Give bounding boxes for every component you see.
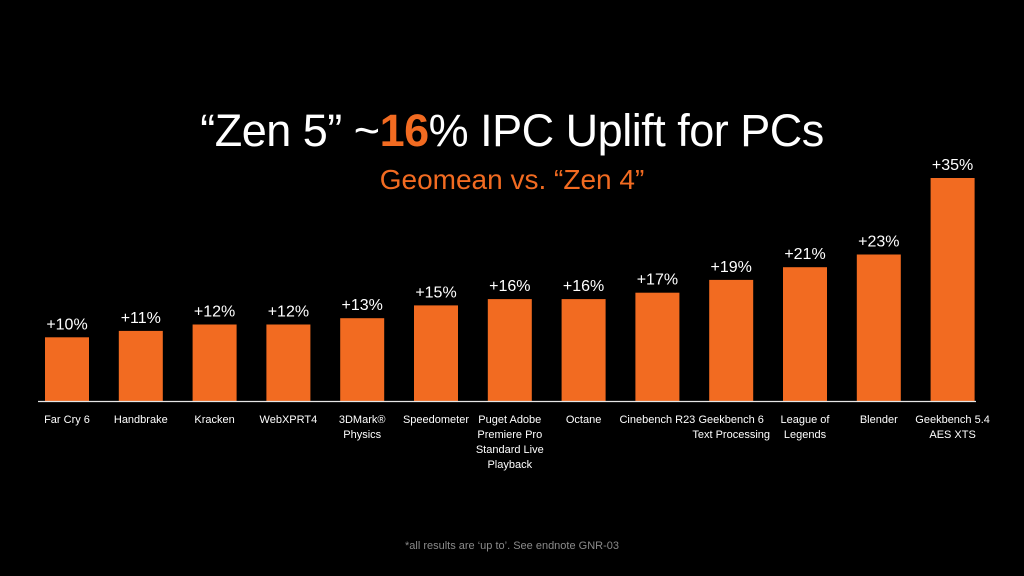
data-label: +13% [342,297,383,314]
bar [930,178,975,401]
data-label: +15% [415,284,456,301]
bar [856,254,901,401]
bar [414,305,458,401]
bar [45,337,89,401]
data-label: +11% [121,310,161,327]
bar [487,299,532,401]
x-tick-label: Handbrake [114,414,168,426]
data-label: +23% [858,234,899,251]
footnote: *all results are ‘up to’. See endnote GN… [404,540,619,552]
x-tick-label: Blender [860,414,898,426]
bar [635,292,680,401]
data-label: +16% [563,278,604,295]
x-tick-label: Puget Adobe Premiere Pro Standard Live Play… [476,414,544,471]
x-tick-label: Cinebench R23 [619,414,695,426]
bar [783,267,827,401]
x-tick-label: League of Legends [781,414,831,441]
x-tick-label: WebXPRT4 [260,414,318,426]
x-tick-label: Octane [566,414,601,426]
x-tick-label: Geekbench 6 Text Processing [692,414,770,441]
bar [561,299,606,401]
title-accent-number: 16 [379,105,430,156]
data-label: +35% [932,157,973,174]
chart-subtitle: Geomean vs. “Zen 4” [379,164,645,195]
data-label: +12% [194,304,235,321]
data-label: +16% [489,278,530,295]
chart-title: “Zen 5” ~16% IPC Uplift for PCs [0,104,1024,158]
title-suffix: % IPC Uplift for PCs [428,105,825,156]
data-label: +19% [711,259,752,276]
bar [266,324,311,401]
data-label: +12% [268,304,309,321]
x-tick-label: 3DMark® Physics [339,414,386,441]
x-tick-label: Geekbench 5.4 AES XTS [915,414,990,441]
data-label: +10% [46,316,87,333]
bar [709,279,754,401]
data-label: +17% [637,272,678,289]
title-prefix: “Zen 5” ~ [200,105,380,156]
bar [340,318,385,401]
data-label: +21% [784,246,825,263]
bar [192,324,237,401]
bar [118,330,163,401]
x-tick-label: Kracken [194,414,234,426]
x-tick-label: Far Cry 6 [44,414,90,426]
x-tick-label: Speedometer [403,414,469,426]
